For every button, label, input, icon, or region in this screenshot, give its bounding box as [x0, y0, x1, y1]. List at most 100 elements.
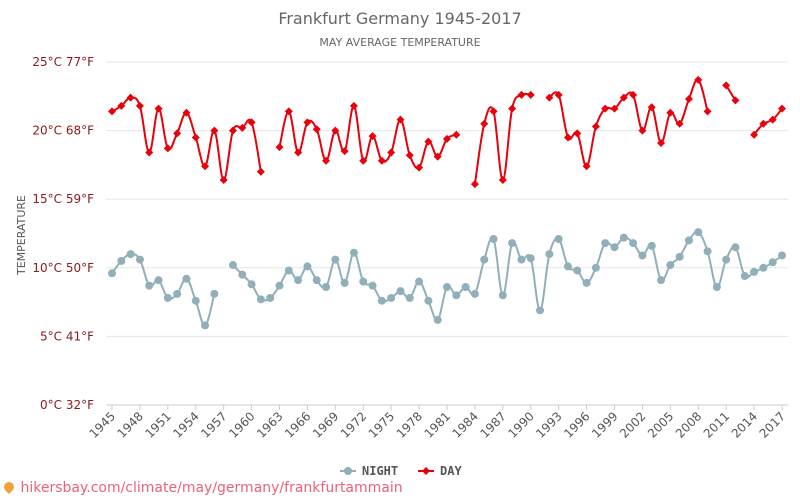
data-point[interactable] [173, 289, 182, 298]
legend-item-night[interactable]: NIGHT [340, 464, 398, 478]
data-point[interactable] [731, 96, 740, 105]
data-point[interactable] [340, 147, 349, 156]
data-point[interactable] [359, 277, 368, 286]
data-point[interactable] [117, 256, 126, 265]
data-point[interactable] [210, 289, 219, 298]
data-point[interactable] [145, 281, 154, 290]
data-point[interactable] [331, 255, 340, 264]
data-point[interactable] [498, 175, 507, 184]
data-point[interactable] [508, 104, 517, 113]
data-point[interactable] [126, 250, 135, 259]
data-point[interactable] [778, 104, 786, 113]
data-point[interactable] [666, 261, 675, 270]
data-point[interactable] [349, 248, 358, 257]
data-point[interactable] [443, 134, 451, 143]
data-point[interactable] [722, 81, 731, 90]
data-point[interactable] [591, 263, 600, 272]
data-point[interactable] [201, 321, 210, 330]
legend[interactable]: NIGHT DAY [340, 464, 462, 478]
data-point[interactable] [666, 108, 675, 117]
data-point[interactable] [750, 267, 759, 276]
data-point[interactable] [591, 122, 600, 131]
data-point[interactable] [377, 296, 386, 305]
data-point[interactable] [703, 247, 712, 256]
data-point[interactable] [312, 276, 321, 285]
data-point[interactable] [629, 90, 638, 99]
data-point[interactable] [582, 162, 591, 171]
data-point[interactable] [247, 118, 256, 127]
data-point[interactable] [601, 239, 610, 248]
data-point[interactable] [238, 123, 247, 132]
data-point[interactable] [731, 243, 740, 252]
data-point[interactable] [154, 276, 163, 285]
data-point[interactable] [284, 107, 293, 116]
data-point[interactable] [675, 252, 684, 261]
data-point[interactable] [303, 262, 312, 271]
data-point[interactable] [377, 156, 386, 165]
data-point[interactable] [108, 107, 116, 116]
data-point[interactable] [238, 270, 247, 279]
data-point[interactable] [349, 101, 358, 110]
data-point[interactable] [415, 163, 424, 172]
data-point[interactable] [573, 129, 582, 138]
data-point[interactable] [228, 126, 237, 135]
data-point[interactable] [768, 115, 777, 124]
footer-url[interactable]: hikersbay.com/climate/may/germany/frankf… [20, 480, 403, 496]
data-point[interactable] [135, 101, 144, 110]
data-point[interactable] [210, 126, 219, 135]
data-point[interactable] [154, 104, 163, 113]
data-point[interactable] [638, 126, 647, 135]
data-point[interactable] [368, 281, 377, 290]
data-point[interactable] [247, 280, 256, 289]
data-point[interactable] [657, 276, 666, 285]
data-point[interactable] [294, 276, 303, 285]
data-point[interactable] [284, 266, 293, 275]
data-point[interactable] [191, 133, 200, 142]
data-point[interactable] [508, 239, 517, 248]
data-point[interactable] [256, 167, 265, 176]
data-point[interactable] [126, 93, 135, 102]
data-point[interactable] [275, 143, 284, 152]
data-point[interactable] [294, 148, 303, 157]
data-point[interactable] [712, 283, 721, 292]
data-point[interactable] [619, 93, 628, 102]
data-point[interactable] [368, 132, 377, 141]
data-point[interactable] [443, 283, 451, 292]
data-point[interactable] [778, 251, 786, 260]
data-point[interactable] [517, 90, 526, 99]
data-point[interactable] [266, 293, 275, 302]
data-point[interactable] [163, 144, 172, 153]
footer-attribution[interactable]: hikersbay.com/climate/may/germany/frankf… [1, 479, 403, 496]
data-point[interactable] [219, 175, 228, 184]
data-point[interactable] [554, 90, 563, 99]
data-point[interactable] [415, 277, 424, 286]
data-point[interactable] [322, 283, 331, 292]
data-point[interactable] [182, 274, 191, 283]
data-point[interactable] [424, 296, 433, 305]
data-point[interactable] [405, 151, 414, 160]
data-point[interactable] [452, 130, 461, 139]
data-point[interactable] [340, 278, 349, 287]
data-point[interactable] [117, 101, 126, 110]
data-point[interactable] [694, 228, 703, 237]
data-point[interactable] [638, 251, 647, 260]
data-point[interactable] [526, 90, 535, 99]
data-point[interactable] [461, 283, 470, 292]
data-point[interactable] [768, 258, 777, 267]
data-point[interactable] [396, 287, 405, 296]
data-point[interactable] [759, 263, 768, 272]
data-point[interactable] [173, 129, 182, 138]
data-point[interactable] [703, 107, 712, 116]
data-point[interactable] [256, 295, 265, 304]
data-point[interactable] [759, 119, 768, 128]
legend-item-day[interactable]: DAY [418, 464, 462, 478]
data-point[interactable] [545, 93, 554, 102]
data-point[interactable] [145, 148, 154, 157]
data-point[interactable] [554, 234, 563, 243]
data-point[interactable] [601, 104, 610, 113]
data-point[interactable] [536, 306, 545, 315]
data-point[interactable] [610, 243, 619, 252]
data-point[interactable] [396, 115, 405, 124]
data-point[interactable] [480, 119, 489, 128]
data-point[interactable] [201, 162, 210, 171]
